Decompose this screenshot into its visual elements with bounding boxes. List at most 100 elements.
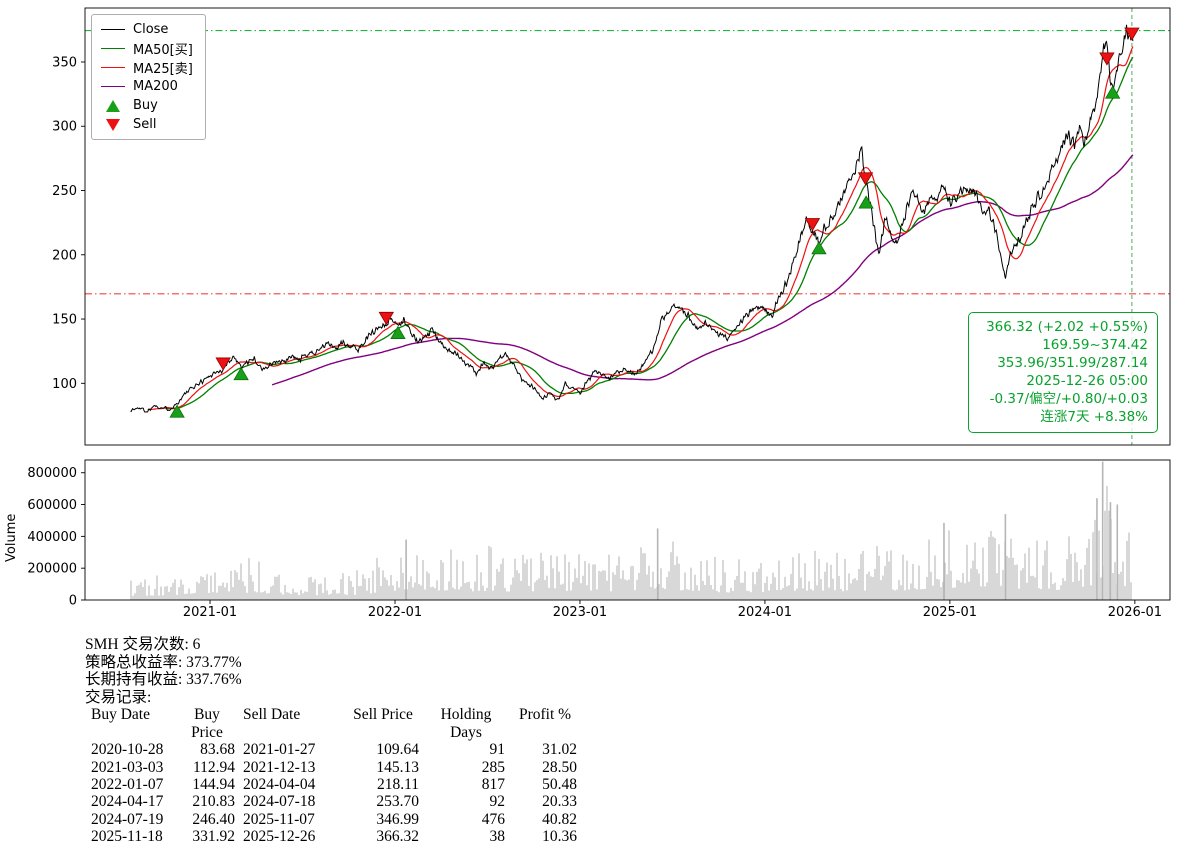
trade-cell: 92	[489, 793, 506, 811]
price-tick-label: 350	[52, 55, 77, 70]
report-text: SMH 交易次数: 6 策略总收益率: 373.77% 长期持有收益: 337.…	[85, 636, 577, 846]
trade-cell: 145.13	[376, 758, 419, 776]
annotation-box: 366.32 (+2.02 +0.55%) 169.59~374.42 353.…	[968, 312, 1158, 433]
trade-cell: 38	[489, 828, 506, 846]
price-tick-label: 250	[52, 184, 77, 199]
trade-cell: 366.32	[376, 828, 419, 846]
trade-cell: 40.82	[542, 810, 577, 828]
annotation-price-line: 366.32 (+2.02 +0.55%)	[986, 319, 1148, 335]
ma25-line	[147, 46, 1134, 411]
trade-cell: 31.02	[542, 741, 577, 759]
volume-tick-label: 0	[69, 594, 77, 609]
trades-table: Buy Date Buy Price Sell Date Sell Price …	[91, 706, 577, 845]
annotation-ma-line: 353.96/351.99/287.14	[997, 355, 1148, 371]
trade-cell: 2021-03-03	[91, 758, 164, 776]
trade-cell: 91	[489, 741, 506, 759]
close-line-swatch	[101, 29, 125, 30]
volume-axis-label: Volume	[4, 514, 19, 562]
ma25-line-swatch	[101, 67, 125, 68]
annotation-streak-line: 连涨7天 +8.38%	[1040, 409, 1148, 425]
volume-tick-label: 600000	[27, 498, 77, 513]
legend-label: MA200	[133, 79, 178, 94]
col-buy-price: Buy Price	[191, 706, 223, 741]
trade-row: 2022-01-07 144.94 2024-04-04 218.11 817 50.48	[91, 776, 577, 793]
strategy-return-line: 策略总收益率: 373.77%	[85, 653, 242, 671]
trade-cell: 2022-01-07	[91, 776, 164, 793]
trade-cell: 28.50	[542, 758, 577, 776]
legend: Close MA50[买] MA25[卖] MA200 Buy Sell	[91, 14, 206, 140]
x-tick-label: 2025-01	[923, 605, 977, 620]
col-sell-date: Sell Date	[243, 706, 301, 724]
trade-row: 2020-10-28 83.68 2021-01-27 109.64 91 31.02	[91, 741, 577, 758]
sell-marker	[215, 357, 231, 371]
buy-marker	[169, 404, 185, 418]
trade-row: 2024-04-17 210.83 2024-07-18 253.70 92 20.33	[91, 793, 577, 810]
trade-cell: 2020-10-28	[91, 741, 164, 759]
sell-marker	[857, 172, 874, 186]
legend-label: Close	[133, 22, 169, 37]
trade-cell: 817	[481, 776, 505, 793]
trades-table-header: Buy Date Buy Price Sell Date Sell Price …	[91, 706, 577, 741]
trade-row: 2025-11-18 331.92 2025-12-26 366.32 38 10.36	[91, 828, 577, 845]
trade-cell: 253.70	[376, 793, 419, 811]
trade-cell: 2021-01-27	[243, 741, 316, 759]
legend-item-ma25: MA25[卖]	[101, 60, 193, 77]
ma200-line-swatch	[101, 86, 125, 87]
volume-tick-label: 200000	[27, 562, 77, 577]
trade-cell: 109.64	[376, 741, 419, 759]
trade-cell: 218.11	[376, 776, 419, 793]
col-holding-days: Holding Days	[440, 706, 492, 741]
trade-cell: 346.99	[376, 810, 419, 828]
trade-row: 2021-03-03 112.94 2021-12-13 145.13 285 28.50	[91, 759, 577, 776]
ma50-line	[165, 56, 1134, 410]
trade-cell: 2024-04-04	[243, 776, 316, 793]
legend-item-buy: Buy	[101, 98, 193, 113]
legend-item-sell: Sell	[101, 117, 193, 132]
close-line	[130, 24, 1134, 413]
col-sell-price: Sell Price	[353, 706, 413, 724]
buy-marker	[858, 195, 874, 209]
hold-return-line: 长期持有收益: 337.76%	[85, 671, 242, 689]
trade-cell: 2025-11-07	[243, 810, 315, 828]
x-tick-label: 2024-01	[738, 605, 792, 620]
legend-label: Sell	[133, 117, 157, 132]
trades-table-body: 2020-10-28 83.68 2021-01-27 109.64 91 31.02 20…	[91, 741, 577, 845]
legend-label: Buy	[133, 98, 158, 113]
legend-label: MA25[卖]	[133, 62, 193, 77]
trade-cell: 10.36	[542, 828, 577, 846]
col-buy-date: Buy Date	[91, 706, 150, 724]
trade-cell: 112.94	[192, 758, 235, 776]
buy-marker	[1104, 85, 1121, 99]
volume-tick-label: 800000	[27, 466, 77, 481]
price-chart: 100 150 200 250 300 350	[52, 7, 1171, 446]
buy-triangle-icon	[106, 99, 120, 112]
trade-cell: 285	[481, 758, 505, 776]
sell-marker	[804, 218, 821, 232]
trade-cell: 331.92	[192, 828, 235, 846]
trade-count-line: SMH 交易次数: 6	[85, 636, 201, 653]
trade-cell: 2024-04-17	[91, 793, 164, 811]
price-tick-label: 300	[52, 120, 77, 135]
price-plot-border	[84, 7, 1171, 446]
volume-chart: 0 200000 400000 600000 800000 2021-01 2022-01 2…	[4, 459, 1171, 620]
trade-cell: 476	[481, 810, 505, 828]
sell-marker	[1099, 52, 1115, 66]
buy-marker	[390, 325, 406, 339]
trade-cell: 20.33	[542, 793, 577, 811]
trade-cell: 144.94	[192, 776, 235, 793]
price-tick-label: 100	[52, 377, 77, 392]
sell-triangle-icon	[106, 118, 120, 131]
annotation-date-line: 2025-12-26 05:00	[1026, 373, 1148, 389]
x-tick-label: 2022-01	[368, 605, 422, 620]
annotation-signal-line: -0.37/偏空/+0.80/+0.03	[989, 391, 1148, 407]
x-tick-label: 2026-01	[1108, 605, 1162, 620]
annotation-range-line: 169.59~374.42	[1042, 337, 1148, 353]
buy-marker	[233, 366, 249, 381]
buy-marker	[811, 241, 827, 255]
sell-marker	[378, 311, 395, 326]
volume-tick-label: 400000	[27, 530, 77, 545]
trade-cell: 2025-11-18	[91, 828, 163, 846]
legend-item-ma50: MA50[买]	[101, 41, 193, 58]
legend-label: MA50[买]	[133, 43, 193, 58]
